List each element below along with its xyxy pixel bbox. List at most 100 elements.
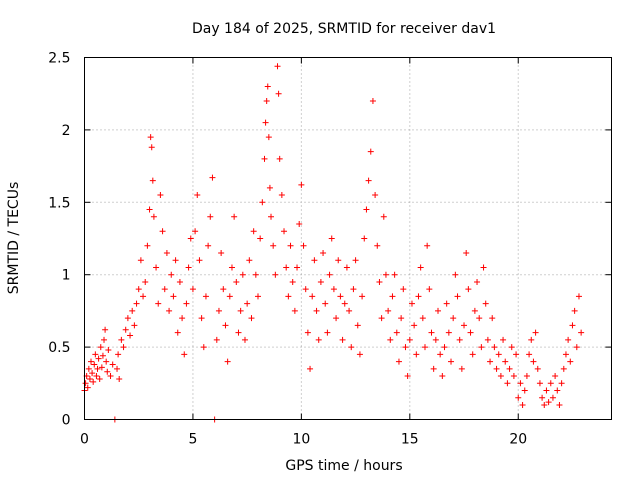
data-point: [350, 286, 357, 293]
data-point: [482, 300, 489, 307]
data-point: [387, 336, 394, 343]
data-point: [150, 213, 157, 220]
data-point: [519, 402, 526, 409]
data-point: [328, 235, 335, 242]
data-point: [148, 144, 155, 151]
data-point: [415, 293, 422, 300]
data-point: [560, 365, 567, 372]
data-point: [220, 286, 227, 293]
y-tick-label: 0: [62, 413, 71, 429]
data-point: [135, 286, 142, 293]
data-point: [478, 344, 485, 351]
data-point: [115, 351, 122, 358]
data-point: [311, 257, 318, 264]
data-point: [274, 63, 281, 70]
data-point: [98, 364, 105, 371]
y-tick-label: 0.5: [48, 340, 70, 356]
data-point: [104, 368, 111, 375]
data-point: [168, 271, 175, 278]
data-point: [91, 361, 98, 368]
data-point: [530, 358, 537, 365]
x-axis-label: GPS time / hours: [285, 458, 402, 474]
data-point: [487, 358, 494, 365]
data-point: [285, 293, 292, 300]
data-point: [523, 373, 530, 380]
grid: [84, 57, 612, 420]
data-point: [237, 307, 244, 314]
data-point: [215, 307, 222, 314]
data-point: [170, 293, 177, 300]
data-point: [289, 278, 296, 285]
ticks: 0 5 10 15 20 0 0.5 1 1.5 2 2.5: [48, 51, 612, 448]
data-point: [567, 358, 574, 365]
data-point: [298, 181, 305, 188]
data-point: [166, 307, 173, 314]
data-point: [147, 134, 154, 141]
data-point: [452, 271, 459, 278]
data-point: [413, 351, 420, 358]
data-point: [129, 307, 136, 314]
data-point: [102, 326, 109, 333]
data-point: [465, 286, 472, 293]
data-point: [313, 307, 320, 314]
data-point: [250, 228, 257, 235]
data-point: [330, 286, 337, 293]
data-point: [382, 271, 389, 278]
data-point: [127, 332, 134, 339]
data-point: [467, 329, 474, 336]
data-point: [558, 380, 565, 387]
data-point: [213, 336, 220, 343]
data-point: [157, 192, 164, 199]
data-point: [404, 373, 411, 380]
data-point: [513, 351, 520, 358]
data-point: [489, 315, 496, 322]
data-point: [101, 336, 108, 343]
data-point: [421, 344, 428, 351]
data-point: [137, 257, 144, 264]
data-point: [264, 83, 271, 90]
data-point: [257, 235, 264, 242]
data-point: [385, 307, 392, 314]
data-point: [205, 242, 212, 249]
data-point: [374, 242, 381, 249]
data-point: [142, 278, 149, 285]
data-point: [343, 264, 350, 271]
data-point: [398, 315, 405, 322]
data-point: [510, 373, 517, 380]
data-point: [408, 300, 415, 307]
data-point: [391, 271, 398, 278]
data-point: [393, 329, 400, 336]
data-point: [504, 380, 511, 387]
data-point: [124, 315, 131, 322]
data-point: [411, 322, 418, 329]
data-point: [304, 329, 311, 336]
data-point: [131, 322, 138, 329]
data-point: [322, 300, 329, 307]
data-point: [90, 378, 97, 385]
data-point: [445, 329, 452, 336]
data-point: [480, 264, 487, 271]
data-point: [228, 264, 235, 271]
data-point: [424, 242, 431, 249]
data-point: [254, 293, 261, 300]
data-point: [233, 278, 240, 285]
data-point: [532, 329, 539, 336]
data-point: [252, 271, 259, 278]
data-point: [153, 264, 160, 271]
data-point: [266, 184, 273, 191]
data-point: [92, 351, 99, 358]
data-point: [539, 394, 546, 401]
data-point: [435, 307, 442, 314]
data-point: [339, 336, 346, 343]
data-point: [437, 351, 444, 358]
data-point: [187, 235, 194, 242]
data-point: [497, 373, 504, 380]
data-point: [500, 336, 507, 343]
data-point: [244, 300, 251, 307]
data-point: [337, 293, 344, 300]
data-point: [281, 228, 288, 235]
data-point: [114, 365, 121, 372]
data-point: [476, 315, 483, 322]
data-point: [495, 351, 502, 358]
